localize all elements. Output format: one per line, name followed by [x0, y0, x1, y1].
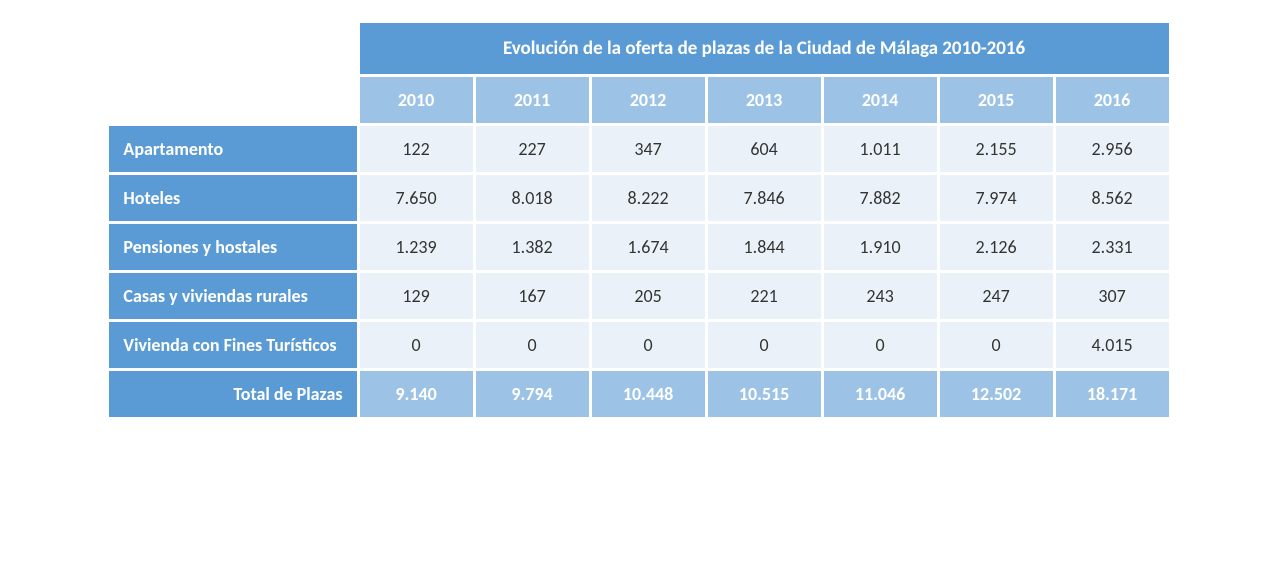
data-cell: 0 [592, 322, 705, 368]
row-label: Apartamento [109, 126, 356, 172]
data-cell: 1.382 [476, 224, 589, 270]
corner-blank [109, 23, 356, 74]
year-header: 2012 [592, 77, 705, 123]
row-label: Casas y viviendas rurales [109, 273, 356, 319]
data-cell: 2.126 [940, 224, 1053, 270]
data-cell: 4.015 [1056, 322, 1169, 368]
data-cell: 0 [708, 322, 821, 368]
table-row: Pensiones y hostales1.2391.3821.6741.844… [109, 224, 1168, 270]
table-row: Hoteles7.6508.0188.2227.8467.8827.9748.5… [109, 175, 1168, 221]
year-header: 2010 [360, 77, 473, 123]
data-cell: 604 [708, 126, 821, 172]
data-cell: 167 [476, 273, 589, 319]
total-cell: 9.140 [360, 371, 473, 417]
year-header: 2013 [708, 77, 821, 123]
total-cell: 9.794 [476, 371, 589, 417]
data-cell: 1.674 [592, 224, 705, 270]
data-cell: 129 [360, 273, 473, 319]
data-cell: 221 [708, 273, 821, 319]
data-cell: 243 [824, 273, 937, 319]
data-cell: 7.846 [708, 175, 821, 221]
data-cell: 0 [476, 322, 589, 368]
row-label: Hoteles [109, 175, 356, 221]
data-cell: 0 [360, 322, 473, 368]
data-cell: 7.882 [824, 175, 937, 221]
corner-blank-2 [109, 77, 356, 123]
table-row: Casas y viviendas rurales129167205221243… [109, 273, 1168, 319]
total-cell: 18.171 [1056, 371, 1169, 417]
total-cell: 11.046 [824, 371, 937, 417]
data-cell: 7.650 [360, 175, 473, 221]
data-cell: 2.956 [1056, 126, 1169, 172]
data-cell: 2.331 [1056, 224, 1169, 270]
year-header-row: 2010 2011 2012 2013 2014 2015 2016 [109, 77, 1168, 123]
total-cell: 10.448 [592, 371, 705, 417]
year-header: 2016 [1056, 77, 1169, 123]
row-label: Vivienda con Fines Turísticos [109, 322, 356, 368]
data-cell: 1.910 [824, 224, 937, 270]
year-header: 2015 [940, 77, 1053, 123]
data-cell: 2.155 [940, 126, 1053, 172]
data-cell: 8.018 [476, 175, 589, 221]
data-cell: 8.562 [1056, 175, 1169, 221]
data-cell: 8.222 [592, 175, 705, 221]
data-cell: 307 [1056, 273, 1169, 319]
year-header: 2014 [824, 77, 937, 123]
data-cell: 347 [592, 126, 705, 172]
total-label: Total de Plazas [109, 371, 356, 417]
data-cell: 247 [940, 273, 1053, 319]
year-header: 2011 [476, 77, 589, 123]
table-title: Evolución de la oferta de plazas de la C… [360, 23, 1169, 74]
plazas-table: Evolución de la oferta de plazas de la C… [106, 20, 1171, 420]
total-row: Total de Plazas 9.140 9.794 10.448 10.51… [109, 371, 1168, 417]
data-cell: 1.239 [360, 224, 473, 270]
data-cell: 0 [940, 322, 1053, 368]
data-cell: 205 [592, 273, 705, 319]
data-cell: 227 [476, 126, 589, 172]
row-label: Pensiones y hostales [109, 224, 356, 270]
data-cell: 1.844 [708, 224, 821, 270]
total-cell: 10.515 [708, 371, 821, 417]
data-cell: 0 [824, 322, 937, 368]
total-cell: 12.502 [940, 371, 1053, 417]
table-body: Apartamento1222273476041.0112.1552.956Ho… [109, 126, 1168, 368]
table-row: Apartamento1222273476041.0112.1552.956 [109, 126, 1168, 172]
table-row: Vivienda con Fines Turísticos0000004.015 [109, 322, 1168, 368]
data-cell: 1.011 [824, 126, 937, 172]
data-cell: 122 [360, 126, 473, 172]
data-cell: 7.974 [940, 175, 1053, 221]
